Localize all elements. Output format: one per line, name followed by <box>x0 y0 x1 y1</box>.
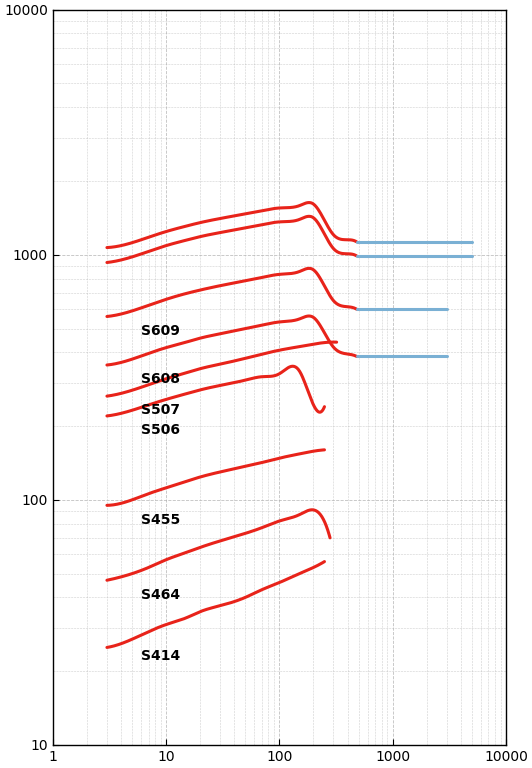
Text: S414: S414 <box>141 649 180 664</box>
Text: S609: S609 <box>141 323 180 338</box>
Text: S455: S455 <box>141 513 180 527</box>
Text: S507: S507 <box>141 403 180 417</box>
Text: S464: S464 <box>141 588 180 602</box>
Text: S506: S506 <box>141 423 180 437</box>
Text: S608: S608 <box>141 372 180 386</box>
